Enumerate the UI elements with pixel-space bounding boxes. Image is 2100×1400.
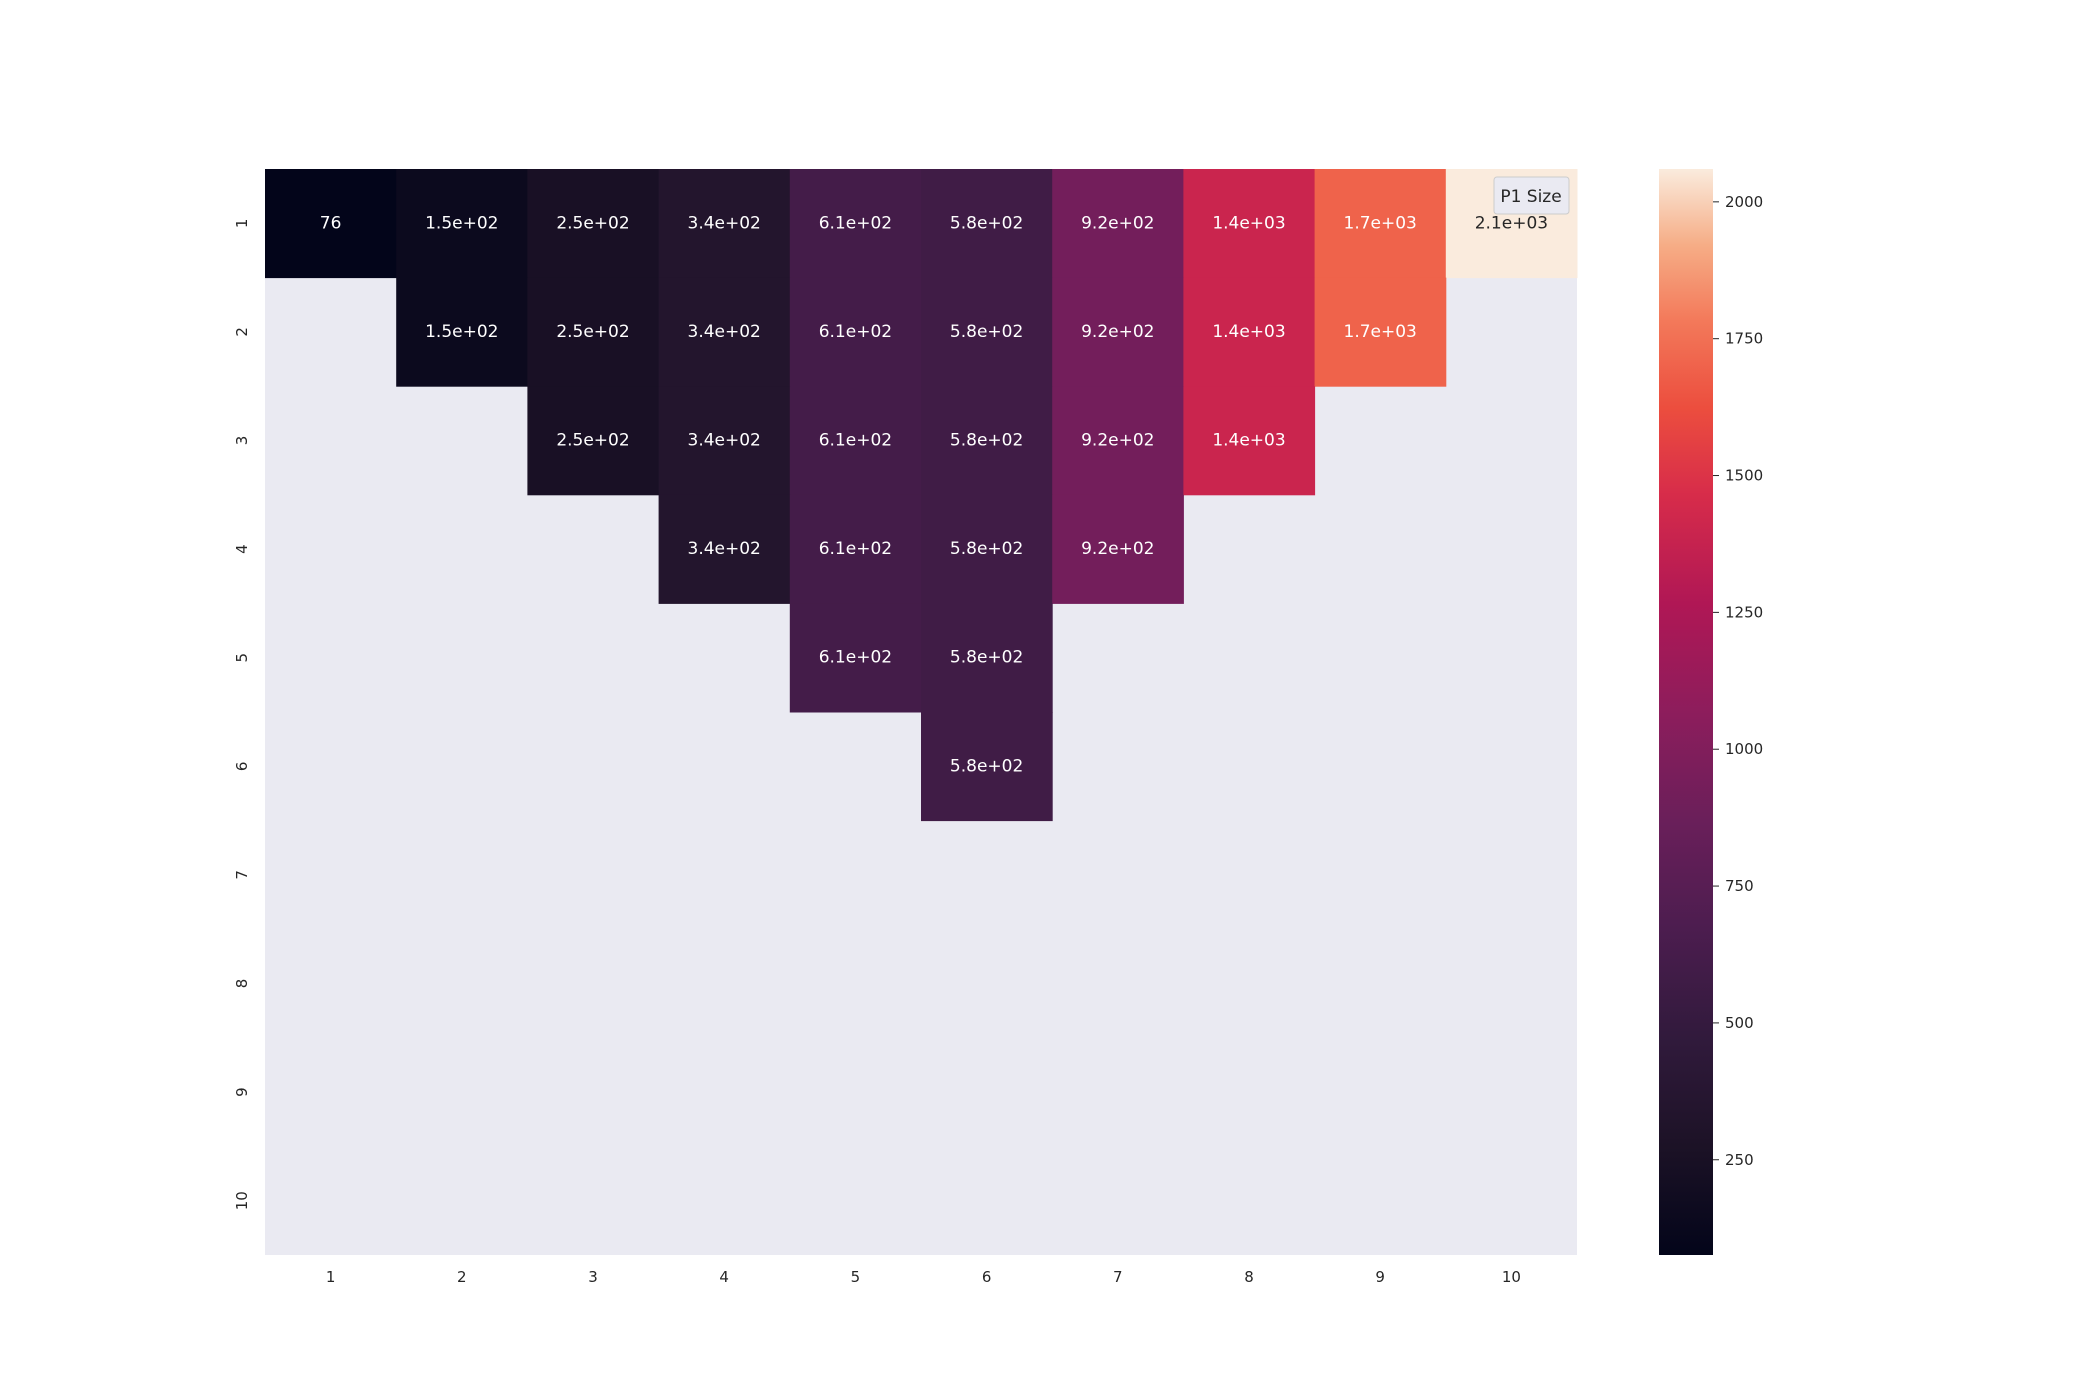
legend-box xyxy=(1493,176,1570,215)
heatmap-cell xyxy=(658,386,791,496)
heatmap-cell xyxy=(265,169,397,279)
heatmap-cell xyxy=(1183,386,1316,496)
cell-value-label: 1.4e+03 xyxy=(1212,322,1285,342)
cell-value-label: 5.8e+02 xyxy=(950,213,1023,233)
heatmap-cell xyxy=(921,386,1053,496)
cell-value-label: 6.1e+02 xyxy=(819,322,892,342)
heatmap-cell xyxy=(527,169,660,279)
colorbar-tick-label: 2000 xyxy=(1725,193,1763,211)
heatmap-cell xyxy=(527,386,660,496)
y-tick-labels: 1 2 3 4 5 6 7 8 9 10 xyxy=(233,219,251,1211)
colorbar-ticks: 250 500 750 1000 1250 1500 1750 2000 xyxy=(1713,193,1763,1169)
cell-value-label: 2.5e+02 xyxy=(556,213,629,233)
cell-value-label: 3.4e+02 xyxy=(688,539,761,559)
y-tick-label: 9 xyxy=(233,1087,251,1097)
colorbar-tick-label: 1250 xyxy=(1725,603,1763,621)
x-tick-label: 10 xyxy=(1502,1268,1521,1286)
cell-value-label: 76 xyxy=(320,213,342,233)
x-tick-label: 2 xyxy=(457,1268,467,1286)
cell-value-label: 3.4e+02 xyxy=(688,431,761,451)
x-tick-label: 8 xyxy=(1244,1268,1254,1286)
y-tick-label: 5 xyxy=(233,653,251,663)
y-tick-label: 7 xyxy=(233,870,251,880)
heatmap-cell xyxy=(658,494,791,604)
heatmap-cell xyxy=(789,277,922,387)
cell-value-label: 6.1e+02 xyxy=(819,539,892,559)
cell-value-label: 3.4e+02 xyxy=(688,213,761,233)
y-tick-label: 3 xyxy=(233,436,251,446)
colorbar-tick-label: 250 xyxy=(1725,1151,1754,1169)
heatmap-cell xyxy=(789,386,922,496)
heatmap-cells: 76 1.5e+02 2.5e+02 3.4e+02 6.1e+02 5.8e+02 9.2… xyxy=(265,169,1578,822)
cell-value-label: 2.1e+03 xyxy=(1475,213,1548,233)
colorbar-tick-label: 500 xyxy=(1725,1014,1754,1032)
heatmap-cell xyxy=(658,169,791,279)
colorbar-tick-label: 1750 xyxy=(1725,330,1763,348)
heatmap-cell xyxy=(1052,386,1184,496)
cell-value-label: 2.5e+02 xyxy=(556,322,629,342)
y-tick-label: 1 xyxy=(233,219,251,229)
cell-value-label: 6.1e+02 xyxy=(819,431,892,451)
y-tick-label: 4 xyxy=(233,544,251,554)
heatmap-cell xyxy=(789,603,922,713)
cell-value-label: 6.1e+02 xyxy=(819,648,892,668)
cell-value-label: 1.5e+02 xyxy=(425,213,498,233)
x-tick-labels: 1 2 3 4 5 6 7 8 9 10 xyxy=(326,1268,1521,1286)
y-tick-label: 10 xyxy=(233,1191,251,1210)
x-tick-label: 5 xyxy=(851,1268,861,1286)
heatmap-cell xyxy=(1052,169,1184,279)
heatmap-cell xyxy=(789,494,922,604)
heatmap-cell xyxy=(396,277,528,387)
heatmap-cell xyxy=(396,169,528,279)
y-tick-label: 8 xyxy=(233,979,251,989)
heatmap-cell xyxy=(1183,277,1316,387)
heatmap-cell xyxy=(658,277,791,387)
cell-value-label: 5.8e+02 xyxy=(950,431,1023,451)
x-tick-label: 7 xyxy=(1113,1268,1123,1286)
cell-value-label: 5.8e+02 xyxy=(950,648,1023,668)
heatmap-cell xyxy=(921,603,1053,713)
cell-value-label: 1.4e+03 xyxy=(1212,213,1285,233)
y-tick-label: 2 xyxy=(233,327,251,337)
heatmap-cell xyxy=(921,712,1053,822)
cell-value-label: 1.5e+02 xyxy=(425,322,498,342)
cell-value-label: 5.8e+02 xyxy=(950,539,1023,559)
y-tick-label: 6 xyxy=(233,762,251,772)
x-tick-label: 9 xyxy=(1375,1268,1385,1286)
cell-value-label: 1.7e+03 xyxy=(1344,213,1417,233)
heatmap-cell xyxy=(1314,277,1447,387)
heatmap-cell xyxy=(789,169,922,279)
legend: P1 Size xyxy=(1493,176,1570,215)
x-tick-label: 3 xyxy=(588,1268,598,1286)
cell-value-label: 9.2e+02 xyxy=(1081,539,1154,559)
heatmap-cell xyxy=(921,169,1053,279)
heatmap-cell xyxy=(921,494,1053,604)
colorbar-tick-label: 750 xyxy=(1725,877,1754,895)
heatmap-cell xyxy=(1183,169,1316,279)
colorbar xyxy=(1659,169,1713,1255)
cell-value-label: 5.8e+02 xyxy=(950,756,1023,776)
cell-value-label: 1.7e+03 xyxy=(1344,322,1417,342)
x-tick-label: 1 xyxy=(326,1268,336,1286)
x-tick-label: 6 xyxy=(982,1268,992,1286)
cell-value-label: 1.4e+03 xyxy=(1212,431,1285,451)
heatmap-cell xyxy=(527,277,660,387)
legend-label: P1 Size xyxy=(1500,187,1561,207)
cell-value-label: 9.2e+02 xyxy=(1081,213,1154,233)
heatmap-cell xyxy=(921,277,1053,387)
colorbar-tick-label: 1000 xyxy=(1725,740,1763,758)
heatmap-cell xyxy=(1052,494,1184,604)
x-tick-label: 4 xyxy=(719,1268,729,1286)
cell-value-label: 6.1e+02 xyxy=(819,213,892,233)
cell-value-label: 9.2e+02 xyxy=(1081,431,1154,451)
cell-value-label: 2.5e+02 xyxy=(556,431,629,451)
cell-value-label: 3.4e+02 xyxy=(688,322,761,342)
cell-value-label: 5.8e+02 xyxy=(950,322,1023,342)
heatmap-cell xyxy=(1314,169,1447,279)
colorbar-tick-label: 1500 xyxy=(1725,467,1763,485)
cell-value-label: 9.2e+02 xyxy=(1081,322,1154,342)
heatmap-cell xyxy=(1052,277,1184,387)
